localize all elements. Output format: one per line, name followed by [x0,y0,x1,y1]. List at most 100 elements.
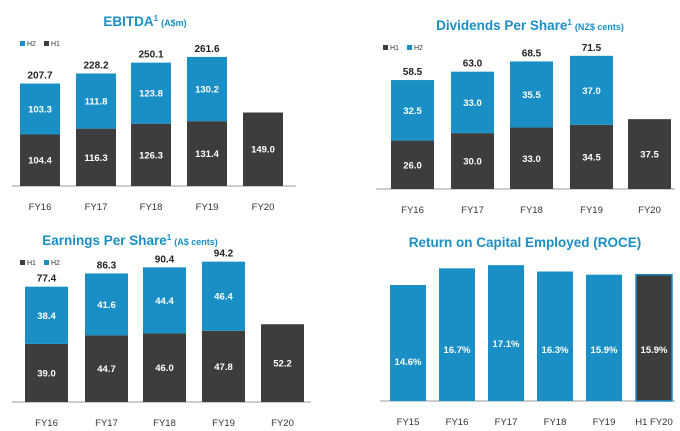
ebitda-total-fy18: 250.1 [138,50,163,61]
dps-bar-h1-fy18 [510,127,553,189]
dps-total-fy18: 68.5 [522,48,542,59]
ebitda-label-h2-fy18: 123.8 [139,89,163,100]
roce-bar-fy18 [537,271,573,401]
ebitda-total-fy17: 228.2 [83,60,108,71]
eps-label-h2-fy19: 46.4 [214,292,233,303]
eps-label-h1-fy18: 46.0 [155,363,174,374]
ebitda-bar-h2-fy18 [131,62,171,124]
eps-title-text: Earnings Per Share [42,233,167,248]
eps-bar-h1-fy20 [261,324,304,402]
ebitda-tick-fy19: FY19 [196,202,219,213]
ebitda-total-fy16: 207.7 [27,71,52,82]
dps-tick-fy16: FY16 [401,205,424,216]
ebitda-label-h1-fy19: 131.4 [195,149,219,160]
dps-title: Dividends Per Share1 (NZ$ cents) [436,18,624,33]
roce-bar-fy15 [390,285,426,401]
ebitda-chart: EBITDA1 (A$m) H2 H1 104.4 103.3 207.7 FY16 116.3… [12,14,296,213]
ebitda-title: EBITDA1 (A$m) [103,14,186,29]
eps-legend-swatch-h2 [44,260,49,265]
ebitda-total-fy19: 261.6 [194,44,219,55]
eps-label-h1-fy19: 47.8 [214,362,233,373]
ebitda-label-h1-fy16: 104.4 [28,156,52,167]
eps-legend-label-h1: H1 [27,260,36,267]
eps-legend-label-h2: H2 [51,260,60,267]
ebitda-tick-fy17: FY17 [85,202,108,213]
roce-label-fy19: 15.9% [591,345,618,356]
eps-label-h1-fy16: 39.0 [37,368,56,379]
eps-tick-fy19: FY19 [212,418,235,429]
eps-chart: Earnings Per Share1 (A$ cents) H1 H2 39.0 38.… [12,233,311,429]
roce-tick-fy18: FY18 [544,417,567,428]
eps-label-h1-fy17: 44.7 [97,364,116,375]
ebitda-legend-swatch-h1 [44,41,49,46]
ebitda-title-footnote: 1 [154,14,159,23]
ebitda-tick-fy16: FY16 [29,202,52,213]
dps-bar-h2-fy18 [510,61,553,128]
dps-title-footnote: 1 [567,18,572,27]
dps-title-unit: (NZ$ cents) [575,22,624,32]
dps-tick-fy17: FY17 [461,205,484,216]
ebitda-label-h1-fy20: 149.0 [251,145,275,156]
eps-title-unit: (A$ cents) [174,237,218,247]
dps-legend-swatch-h2 [407,45,412,50]
eps-bar-h1-fy16 [25,343,68,402]
dps-label-h1-fy18: 33.0 [522,154,541,165]
eps-tick-fy16: FY16 [35,418,58,429]
roce-title-text: Return on Capital Employed (ROCE) [409,235,642,250]
roce-bar-h1-fy20 [635,273,673,402]
roce-tick-h1-fy20: H1 FY20 [635,417,673,428]
dps-label-h1-fy19: 34.5 [582,152,601,163]
ebitda-tick-fy18: FY18 [140,202,163,213]
eps-legend-swatch-h1 [20,260,25,265]
dps-bar-h2-fy16 [391,80,434,141]
roce-label-fy18: 16.3% [542,345,569,356]
ebitda-bar-h1-fy18 [131,123,171,186]
ebitda-legend-label-h1: H1 [51,41,60,48]
ebitda-label-h1-fy17: 116.3 [84,153,107,164]
dps-label-h1-fy20: 37.5 [640,150,659,161]
ebitda-bar-h1-fy19 [187,121,227,186]
eps-tick-fy18: FY18 [153,418,176,429]
ebitda-tick-fy20: FY20 [252,202,275,213]
dps-tick-fy18: FY18 [520,205,543,216]
roce-tick-fy19: FY19 [593,417,616,428]
dps-bar-h2-fy19 [570,55,613,125]
eps-total-fy17: 86.3 [97,260,117,271]
dps-label-h2-fy16: 32.5 [403,106,422,117]
roce-label-fy16: 16.7% [444,345,471,356]
ebitda-label-h1-fy18: 126.3 [139,150,163,161]
ebitda-title-text: EBITDA [103,14,154,29]
eps-bar-h1-fy18 [143,333,186,402]
ebitda-bar-h1-fy17 [76,128,116,186]
roce-chart: Return on Capital Employed (ROCE) 14.6% FY… [380,235,675,428]
ebitda-bar-h1-fy16 [20,134,60,186]
eps-bar-h2-fy17 [85,273,128,336]
dps-label-h2-fy19: 37.0 [582,86,601,97]
eps-total-fy18: 90.4 [155,254,175,265]
eps-total-fy16: 77.4 [37,274,57,285]
dps-label-h1-fy17: 30.0 [463,157,482,168]
eps-label-h2-fy18: 44.4 [155,296,174,307]
dps-legend-label-h1: H1 [390,45,399,52]
dps-chart: Dividends Per Share1 (NZ$ cents) H1 H2 26.0 3… [376,18,675,216]
eps-label-h2-fy17: 41.6 [97,300,116,311]
dps-legend-label-h2: H2 [414,45,423,52]
dps-tick-fy19: FY19 [580,205,603,216]
eps-tick-fy20: FY20 [271,418,294,429]
dps-total-fy17: 63.0 [463,59,483,70]
dps-label-h1-fy16: 26.0 [403,160,422,171]
eps-label-h1-fy20: 52.2 [273,359,292,370]
eps-bar-h2-fy19 [202,261,245,331]
ebitda-bar-h1-fy20 [243,112,283,186]
eps-bar-h1-fy19 [202,330,245,402]
dps-title-text: Dividends Per Share [436,18,568,33]
ebitda-legend-swatch-h2 [20,41,25,46]
eps-bar-h1-fy17 [85,335,128,402]
ebitda-title-unit: (A$m) [161,18,187,28]
dps-bar-h1-fy16 [391,140,434,189]
eps-total-fy19: 94.2 [214,249,234,260]
ebitda-label-h2-fy19: 130.2 [195,85,219,96]
roce-tick-fy16: FY16 [446,417,469,428]
dps-bar-h1-fy20 [628,119,671,189]
eps-title: Earnings Per Share1 (A$ cents) [42,233,218,248]
